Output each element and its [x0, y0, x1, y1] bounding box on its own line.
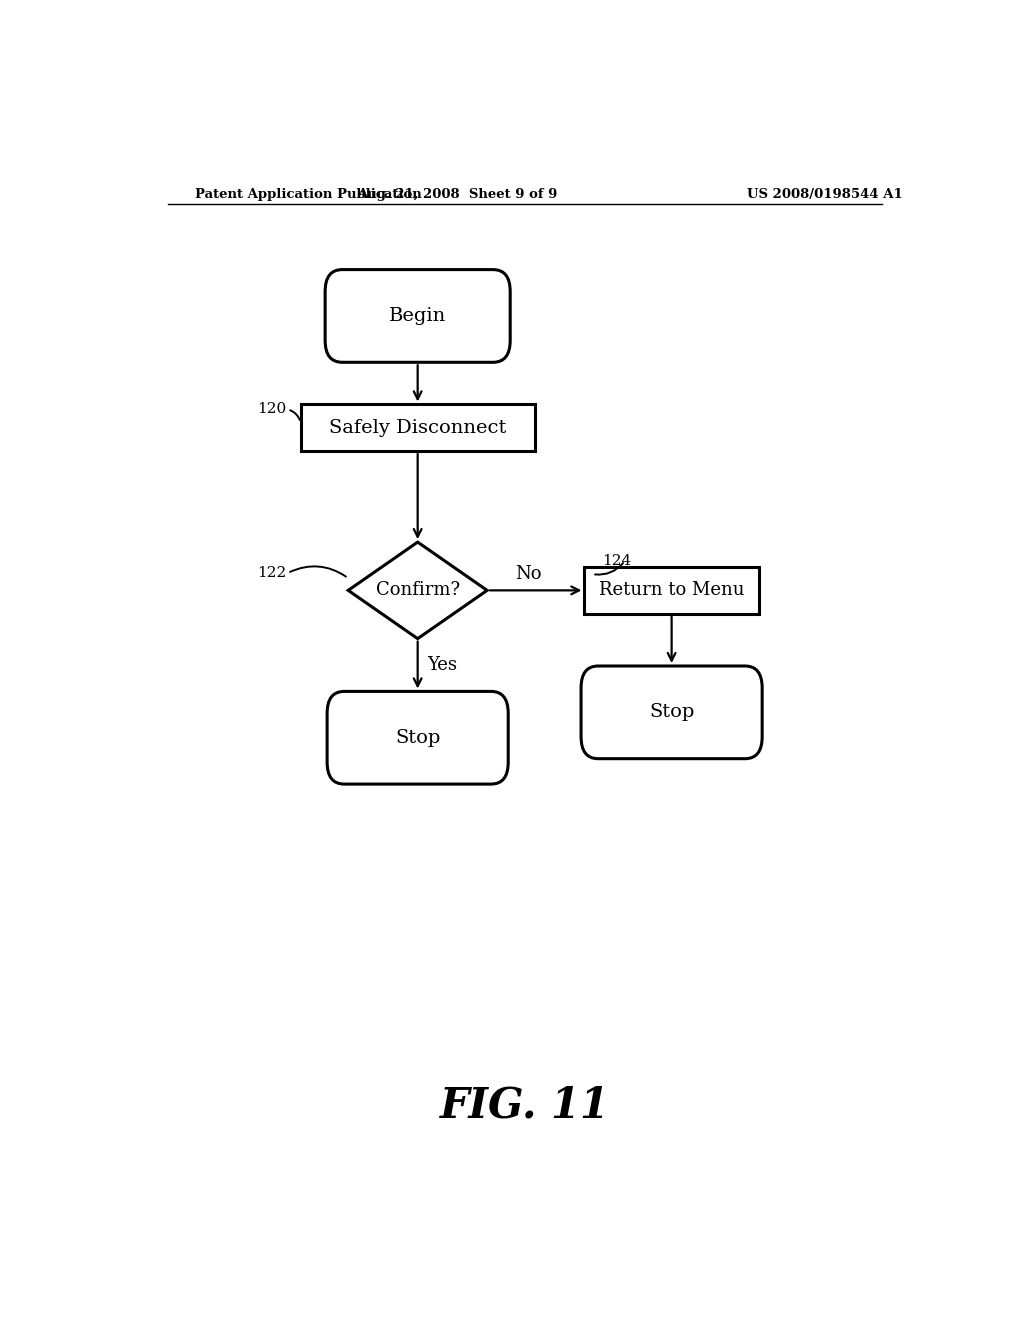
Text: 120: 120 — [257, 403, 287, 416]
Polygon shape — [348, 543, 487, 639]
Text: Begin: Begin — [389, 308, 446, 325]
Text: Yes: Yes — [427, 656, 457, 673]
Text: No: No — [515, 565, 542, 583]
Bar — [585, 568, 759, 614]
Text: FIG. 11: FIG. 11 — [439, 1085, 610, 1127]
Text: Safely Disconnect: Safely Disconnect — [329, 418, 506, 437]
Bar — [301, 404, 535, 451]
Text: 122: 122 — [257, 566, 287, 579]
Text: Patent Application Publication: Patent Application Publication — [196, 189, 422, 202]
FancyBboxPatch shape — [581, 667, 762, 759]
Text: 124: 124 — [602, 554, 632, 568]
FancyBboxPatch shape — [327, 692, 508, 784]
FancyBboxPatch shape — [326, 269, 510, 362]
Text: Stop: Stop — [649, 704, 694, 721]
Text: US 2008/0198544 A1: US 2008/0198544 A1 — [748, 189, 903, 202]
Text: Confirm?: Confirm? — [376, 581, 460, 599]
Text: Return to Menu: Return to Menu — [599, 581, 744, 599]
Text: Stop: Stop — [395, 729, 440, 747]
Text: Aug. 21, 2008  Sheet 9 of 9: Aug. 21, 2008 Sheet 9 of 9 — [357, 189, 557, 202]
